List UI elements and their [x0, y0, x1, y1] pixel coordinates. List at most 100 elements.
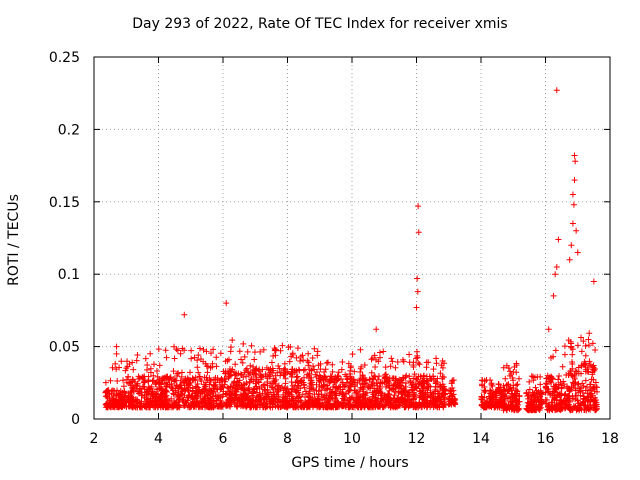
data-point — [565, 372, 572, 379]
data-point — [567, 398, 573, 405]
x-tick-label: 14 — [472, 431, 490, 447]
data-point — [173, 404, 180, 411]
data-point — [279, 403, 286, 410]
data-point — [262, 386, 269, 393]
data-point — [584, 405, 591, 412]
data-point — [210, 346, 217, 353]
data-point — [278, 383, 285, 390]
data-point — [384, 378, 391, 385]
data-point — [589, 363, 596, 370]
data-point — [568, 344, 575, 351]
data-point — [339, 381, 346, 388]
data-point — [548, 379, 555, 386]
data-point — [224, 384, 231, 391]
data-point — [382, 383, 389, 390]
data-point — [410, 363, 417, 370]
data-point — [129, 378, 136, 385]
data-point — [253, 374, 260, 381]
data-point — [156, 362, 163, 369]
data-point — [350, 376, 357, 383]
data-point — [208, 350, 215, 357]
data-point — [491, 392, 498, 399]
data-point — [275, 382, 282, 389]
data-point — [503, 362, 510, 369]
data-point — [163, 354, 170, 361]
data-point — [253, 384, 260, 391]
data-point — [281, 372, 288, 379]
data-point — [306, 385, 313, 392]
data-point — [193, 399, 200, 406]
data-point — [388, 355, 395, 362]
data-point — [371, 385, 378, 392]
data-point — [277, 347, 284, 354]
data-point — [207, 364, 214, 371]
data-point — [322, 366, 329, 373]
data-point — [350, 404, 357, 411]
data-point — [210, 398, 217, 405]
data-point — [542, 396, 549, 403]
data-point — [192, 390, 199, 397]
data-point — [416, 361, 423, 368]
data-point — [433, 355, 440, 362]
data-point — [349, 394, 356, 401]
data-point — [223, 398, 230, 405]
data-point — [203, 363, 210, 370]
data-point — [537, 387, 544, 394]
data-point — [413, 355, 420, 362]
x-tick-label: 10 — [343, 431, 361, 447]
data-point — [177, 350, 184, 357]
data-point — [223, 300, 230, 307]
data-point — [479, 396, 486, 403]
data-point — [118, 358, 125, 365]
data-point — [407, 399, 414, 406]
data-point — [176, 382, 183, 389]
data-point — [445, 400, 452, 407]
data-point — [259, 366, 266, 373]
data-point — [195, 352, 202, 359]
data-point — [484, 402, 491, 409]
data-point — [437, 399, 444, 406]
data-point — [175, 389, 182, 396]
data-point — [570, 382, 577, 389]
data-point — [128, 384, 135, 391]
data-point — [218, 385, 225, 392]
data-point — [199, 389, 206, 396]
data-point — [530, 377, 537, 384]
data-point — [103, 402, 110, 409]
data-point — [162, 388, 169, 395]
data-point — [194, 357, 201, 364]
data-point — [380, 348, 387, 355]
data-point — [339, 403, 346, 410]
data-point — [423, 377, 430, 384]
data-point — [320, 382, 327, 389]
data-point — [583, 404, 590, 411]
data-point — [241, 386, 248, 393]
data-point — [547, 392, 554, 399]
data-point — [163, 389, 170, 396]
data-point — [479, 403, 486, 410]
data-point — [292, 369, 299, 376]
data-point — [328, 373, 335, 380]
data-point — [134, 382, 141, 389]
data-point — [113, 350, 120, 357]
data-point — [200, 397, 207, 404]
data-point — [234, 400, 241, 407]
data-point — [481, 384, 488, 391]
data-point — [556, 401, 563, 408]
data-point — [358, 363, 365, 370]
data-point — [203, 348, 210, 355]
data-point — [256, 385, 263, 392]
data-point — [251, 349, 258, 356]
data-point — [569, 346, 576, 353]
data-point — [338, 366, 345, 373]
data-point — [399, 391, 406, 398]
data-point — [188, 355, 195, 362]
data-point — [396, 383, 403, 390]
data-point — [113, 343, 120, 350]
data-point — [332, 392, 339, 399]
data-point — [275, 394, 282, 401]
data-point — [202, 379, 209, 386]
data-point — [109, 364, 116, 371]
data-point — [164, 381, 171, 388]
data-point — [137, 385, 144, 392]
